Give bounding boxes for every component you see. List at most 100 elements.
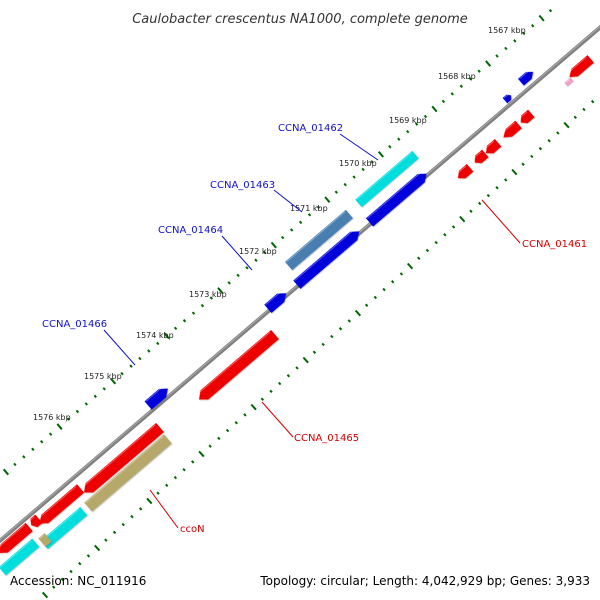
rna-feature-ccna-01462-highlight: [356, 152, 412, 201]
minor-tick: [531, 24, 535, 28]
gene-small-forward-shape[interactable]: [517, 68, 536, 86]
minor-tick: [388, 145, 392, 149]
gene-reverse[interactable]: [36, 484, 85, 527]
gene-reverse[interactable]: [0, 522, 33, 557]
gene-label-ccon[interactable]: ccoN: [180, 524, 205, 535]
gene-label-ccna-01466[interactable]: CCNA_01466: [42, 319, 107, 330]
scale-label: 1568 kbp: [438, 72, 476, 81]
gene-reverse[interactable]: [517, 109, 535, 127]
minor-tick: [138, 507, 143, 511]
minor-tick: [227, 281, 231, 285]
minor-tick: [191, 460, 195, 464]
gene-reverse-highlight: [501, 122, 515, 135]
gene-ccna-01464b[interactable]: [264, 289, 289, 313]
inner-scale-track: [41, 99, 595, 599]
gene-ccna-01466-shape[interactable]: [144, 384, 172, 410]
minor-tick: [451, 225, 456, 229]
gene-ccna-01465[interactable]: [195, 329, 279, 404]
minor-tick: [382, 287, 386, 292]
rna-feature-ccna-01462[interactable]: [355, 150, 419, 208]
minor-tick: [182, 468, 186, 472]
leader-line: [149, 489, 179, 529]
rna-feature[interactable]: [40, 506, 88, 550]
minor-tick: [52, 585, 56, 589]
feature-olive-small[interactable]: [38, 533, 52, 547]
gene-ccna-01464-shape[interactable]: [293, 227, 362, 289]
feature-ccna-01463-shape[interactable]: [285, 209, 353, 271]
gene-reverse[interactable]: [471, 149, 489, 167]
rna-feature-edge-shape[interactable]: [0, 538, 40, 576]
feature-olive-small-shape[interactable]: [38, 533, 52, 547]
minor-tick: [373, 295, 378, 300]
minor-tick: [582, 107, 586, 112]
gene-ccna-01461-shape[interactable]: [455, 164, 474, 182]
major-tick: [198, 450, 205, 458]
gene-ccna-01461-highlight: [455, 165, 467, 175]
minor-tick: [156, 491, 160, 495]
gene-ccna-01462[interactable]: [365, 169, 430, 227]
genome-summary-label: Topology: circular; Length: 4,042,929 bp…: [260, 574, 590, 588]
major-tick: [94, 544, 101, 552]
major-tick: [485, 60, 492, 67]
minor-tick: [236, 273, 240, 278]
gene-reverse-short-shape[interactable]: [28, 514, 43, 530]
gene-ccna-01462-shape[interactable]: [365, 169, 430, 227]
minor-tick: [530, 154, 534, 159]
leader-line: [273, 189, 303, 213]
rna-feature-ccna-01462-shape[interactable]: [355, 150, 419, 208]
minor-tick: [370, 160, 374, 164]
minor-tick: [347, 319, 351, 323]
feature-ccon-highlight: [85, 435, 164, 504]
gene-label-ccna-01465[interactable]: CCNA_01465: [294, 433, 359, 444]
major-tick: [511, 168, 518, 176]
gene-reverse-shape[interactable]: [0, 522, 33, 557]
gene-label-ccna-01462[interactable]: CCNA_01462: [278, 123, 343, 134]
minor-tick: [208, 444, 212, 448]
minor-tick: [295, 366, 299, 370]
feature-ccna-01463[interactable]: [285, 209, 353, 271]
rna-feature-edge[interactable]: [0, 538, 40, 576]
minor-tick: [352, 175, 356, 179]
rna-feature-shape[interactable]: [40, 506, 88, 550]
minor-tick: [459, 84, 463, 88]
gene-reverse-edge-shape[interactable]: [566, 55, 594, 81]
gene-reverse-long[interactable]: [80, 422, 164, 497]
gene-reverse-highlight: [0, 524, 26, 550]
major-tick: [146, 497, 153, 505]
gene-reverse-shape[interactable]: [500, 120, 522, 142]
gene-reverse-shape[interactable]: [483, 139, 502, 157]
gene-label-ccna-01461[interactable]: CCNA_01461: [522, 239, 587, 250]
gene-small-forward[interactable]: [517, 68, 536, 86]
gene-ccna-01466[interactable]: [144, 384, 172, 410]
minor-tick: [138, 356, 142, 361]
gene-ccna-01465-shape[interactable]: [195, 329, 279, 404]
feature-ccon-shape[interactable]: [84, 434, 172, 512]
major-tick: [217, 287, 224, 294]
minor-tick: [289, 228, 294, 232]
gene-reverse-shape[interactable]: [517, 109, 535, 127]
gene-label-ccna-01464[interactable]: CCNA_01464: [158, 225, 223, 236]
gene-reverse[interactable]: [483, 139, 502, 157]
gene-ccna-01464[interactable]: [293, 227, 362, 289]
gene-reverse-edge[interactable]: [566, 55, 594, 81]
feature-pink-shape[interactable]: [564, 77, 574, 87]
gene-small-forward[interactable]: [502, 93, 514, 104]
minor-tick: [538, 146, 543, 151]
minor-tick: [260, 397, 265, 401]
gene-reverse[interactable]: [500, 120, 522, 142]
feature-pink[interactable]: [564, 77, 574, 87]
gene-ccna-01464b-shape[interactable]: [264, 289, 289, 313]
minor-tick: [486, 193, 491, 198]
minor-tick: [60, 577, 65, 582]
gene-reverse-short[interactable]: [28, 514, 43, 530]
gene-ccna-01464b-highlight: [265, 290, 282, 306]
gene-reverse-shape[interactable]: [471, 149, 489, 167]
feature-ccon[interactable]: [84, 434, 172, 512]
gene-small-forward-shape[interactable]: [502, 93, 514, 104]
gene-ccna-01461[interactable]: [455, 164, 474, 182]
forward-strand-features: [144, 68, 536, 410]
gene-reverse-long-shape[interactable]: [80, 422, 164, 497]
gene-label-ccna-01463[interactable]: CCNA_01463: [210, 180, 275, 191]
gene-reverse-shape[interactable]: [36, 484, 85, 527]
